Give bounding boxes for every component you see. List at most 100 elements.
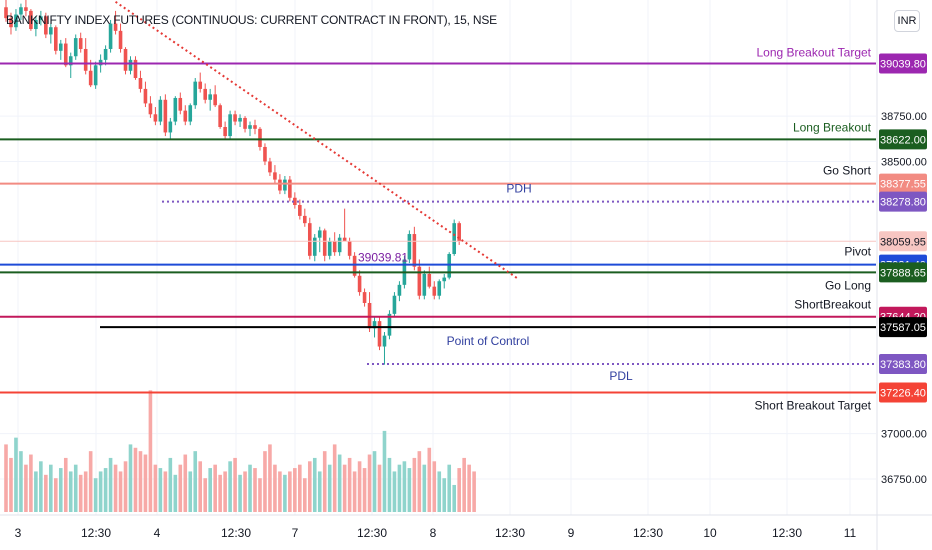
candle-body [332, 241, 337, 253]
volume-bar [108, 457, 113, 512]
volume-bar [218, 474, 222, 512]
candle-body [422, 273, 427, 296]
candle-body [223, 127, 227, 137]
price-tag [879, 53, 927, 74]
candle-body [337, 237, 342, 253]
volume-bar [437, 471, 442, 512]
currency-button[interactable]: INR [894, 10, 920, 32]
level-label: Go Long [825, 278, 871, 292]
candle-body [298, 205, 302, 216]
volume-bar [183, 454, 188, 512]
x-tick-label: 4 [154, 526, 161, 540]
volume-bar [14, 437, 18, 512]
y-tick-label: 36750.00 [881, 474, 927, 486]
volume-bar [422, 464, 427, 512]
candle-body [233, 114, 237, 122]
volume-bar [337, 454, 342, 512]
candle-body [49, 27, 53, 35]
price-tag [879, 317, 927, 338]
volume-bar [143, 454, 148, 512]
x-tick-label: 12:30 [357, 526, 387, 540]
volume-bar [447, 464, 452, 512]
volume-bar [432, 461, 437, 512]
volume-bar [208, 468, 212, 512]
x-tick-label: 12:30 [221, 526, 251, 540]
x-tick-label: 12:30 [81, 526, 111, 540]
candle-body [392, 295, 397, 314]
volume-bar [367, 454, 372, 512]
candle-body [427, 273, 432, 287]
candle-body [457, 223, 461, 242]
volume-bar [29, 454, 33, 512]
volume-bar [98, 471, 103, 512]
candle-body [63, 43, 68, 66]
volume-bar [467, 464, 471, 512]
candle-body [452, 223, 456, 254]
candle-body [273, 172, 277, 180]
x-tick-label: 3 [15, 526, 22, 540]
candle-body [78, 38, 83, 49]
candle-body [342, 237, 347, 242]
annotation-label: 39039.81 [358, 251, 408, 265]
volume-bar [83, 471, 88, 512]
candle-body [19, 7, 23, 15]
candle-body [317, 230, 322, 238]
price-tag [879, 353, 927, 374]
candle-body [352, 255, 357, 276]
candle-body [14, 14, 18, 28]
volume-bar [248, 464, 252, 512]
x-tick-label: 9 [568, 526, 575, 540]
price-tag-label: 37888.65 [880, 267, 926, 279]
x-tick-label: 7 [292, 526, 299, 540]
candle-body [258, 128, 262, 147]
candle-body [218, 105, 222, 127]
volume-bar [54, 478, 58, 512]
candle-body [203, 88, 207, 100]
candle-body [88, 70, 93, 86]
volume-bar [303, 478, 307, 512]
volume-bar [342, 464, 347, 512]
candle-body [113, 23, 118, 31]
symbol-title: BANKNIFTY INDEX FUTURES (CONTINUOUS: CUR… [6, 13, 497, 27]
candle-body [367, 302, 372, 329]
candle-body [412, 234, 417, 267]
volume-bar [198, 461, 203, 512]
level-label: Go Short [823, 164, 872, 178]
price-tag [879, 173, 927, 194]
volume-bar [317, 471, 322, 512]
candle-body [4, 7, 8, 19]
price-tag [879, 191, 927, 212]
candle-body [178, 97, 183, 111]
price-tag-label: 37383.80 [880, 359, 926, 371]
y-tick-label: 37000.00 [881, 429, 927, 441]
volume-bar [233, 457, 237, 512]
volume-bar [9, 457, 13, 512]
volume-bar [24, 464, 28, 512]
candle-body [108, 23, 113, 49]
volume-bar [44, 474, 48, 512]
trendline [114, 0, 520, 281]
volume-bar [158, 468, 163, 512]
candle-body [377, 321, 382, 347]
candle-body [213, 94, 217, 106]
candle-body [303, 215, 307, 224]
price-tag-label: 38377.55 [880, 179, 926, 191]
volume-bar [68, 471, 73, 512]
level-label: Short Breakout Target [754, 399, 871, 413]
candle-body [39, 16, 43, 20]
volume-bar [118, 471, 123, 512]
candle-body [432, 286, 437, 296]
y-tick-label: 38500.00 [881, 156, 927, 168]
volume-bar [73, 464, 78, 512]
volume-bar [128, 444, 133, 512]
candle-body [238, 117, 242, 122]
candle-body [208, 94, 212, 100]
candle-body [228, 114, 232, 137]
volume-bar [288, 471, 292, 512]
volume-bar [78, 474, 83, 512]
candle-body [143, 88, 148, 104]
volume-bar [352, 471, 357, 512]
candle-body [278, 179, 282, 191]
